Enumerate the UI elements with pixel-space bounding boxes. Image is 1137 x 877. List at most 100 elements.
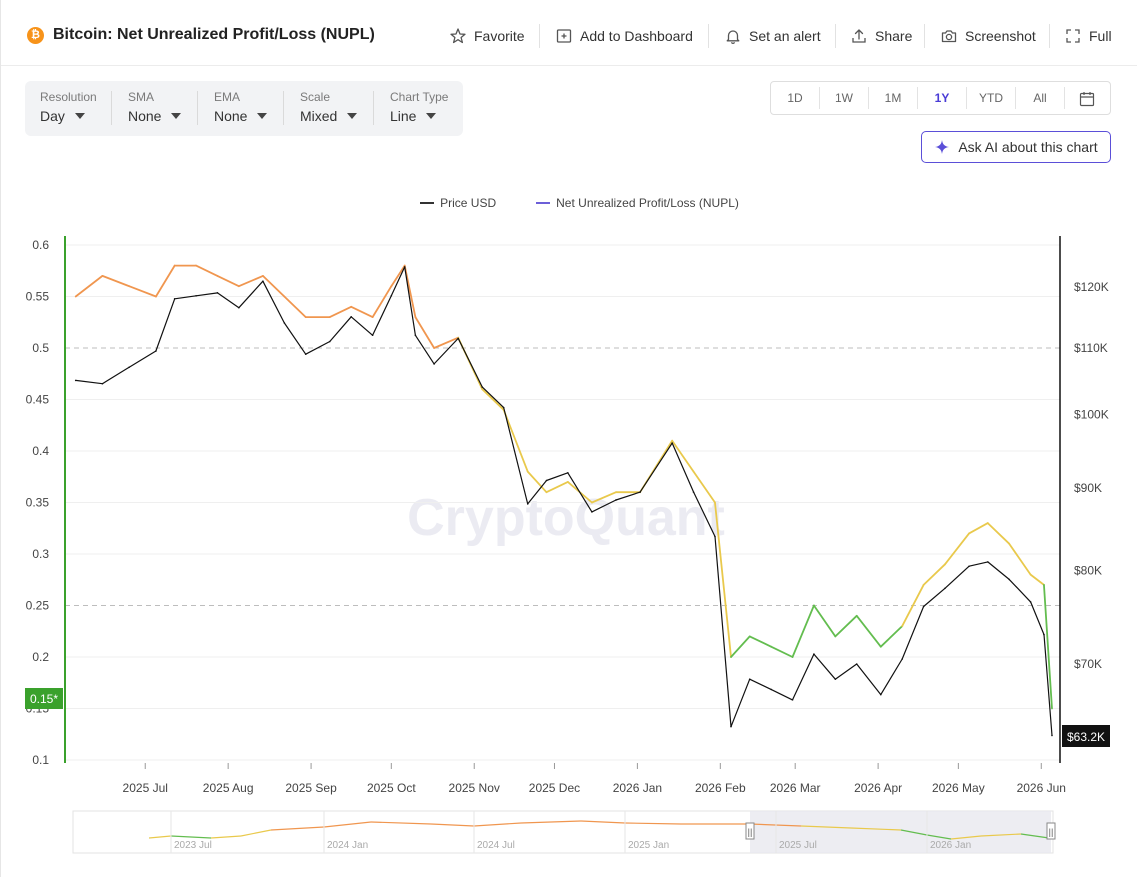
grid-lines	[65, 244, 1060, 761]
price-point	[328, 340, 331, 343]
add-to-dashboard-button[interactable]: Add to Dashboard	[555, 26, 693, 46]
range-navigator[interactable]: 2023 Jul 2024 Jan 2024 Jul 2025 Jan 2025 Jul…	[72, 810, 1056, 854]
navigator-segment	[210, 835, 242, 839]
y-tick-label: 0.6	[32, 238, 49, 252]
navigator-label: 2024 Jan	[327, 840, 368, 851]
nupl-segment	[101, 274, 131, 288]
calendar-button[interactable]	[1065, 82, 1109, 114]
range-divider	[1015, 87, 1016, 109]
navigator-label: 2023 Jul	[174, 840, 212, 851]
screenshot-button[interactable]: Screenshot	[940, 26, 1036, 46]
ask-ai-button[interactable]: Ask AI about this chart	[921, 131, 1111, 163]
nupl-segment	[155, 264, 176, 298]
price-point	[216, 292, 219, 294]
navigator-segment	[950, 835, 982, 840]
price-point	[74, 379, 77, 382]
price-point	[748, 678, 751, 680]
price-point	[692, 491, 695, 493]
x-tick-label: 2025 Sep	[285, 781, 337, 795]
x-tick-label: 2025 Nov	[449, 781, 500, 795]
navigator-label: 2026 Jan	[930, 840, 971, 851]
range-1m-button[interactable]: 1M	[884, 91, 902, 105]
series-lines	[74, 264, 1053, 737]
y-axis-left: 0.60.550.50.450.40.350.30.250.20.150.1	[26, 238, 50, 767]
price-point	[403, 266, 406, 268]
price-point	[813, 653, 815, 655]
price-point	[615, 499, 617, 501]
price-point	[457, 337, 459, 340]
control-divider	[197, 91, 198, 125]
caret-down-icon	[171, 113, 182, 119]
range-all-button[interactable]: All	[1033, 91, 1047, 105]
legend-item-nupl[interactable]: Net Unrealized Profit/Loss (NUPL)	[516, 196, 739, 210]
x-tick-label: 2025 Jul	[123, 781, 168, 795]
page-title: Bitcoin: Net Unrealized Profit/Loss (NUP…	[53, 26, 375, 43]
range-selector: 1D 1W 1M 1Y YTD All	[770, 81, 1111, 115]
price-point	[639, 491, 641, 493]
current-price-badge-bg	[1062, 725, 1110, 747]
x-tick-label: 2026 Mar	[770, 781, 821, 795]
nupl-segment	[433, 336, 460, 349]
nupl-segment	[1008, 542, 1032, 576]
navigator-labels: 2023 Jul 2024 Jan 2024 Jul 2025 Jan 2025 Jul…	[170, 811, 971, 853]
y-tick-label: 0.25	[26, 599, 50, 613]
favorite-label: Favorite	[474, 28, 525, 44]
legend-item-price[interactable]: Price USD	[400, 196, 496, 210]
nupl-segment	[128, 285, 157, 298]
screenshot-label: Screenshot	[965, 28, 1036, 44]
legend-swatch-price	[420, 202, 435, 204]
chart-legend: Price USD Net Unrealized Profit/Loss (NU…	[1, 196, 1137, 210]
navigator-segment	[473, 822, 522, 827]
nupl-segment	[901, 584, 925, 627]
y-tick-label: 0.2	[32, 650, 49, 664]
y-right-tick-label: $90K	[1074, 481, 1102, 495]
chart-type-select[interactable]: Chart Type Line	[390, 90, 448, 124]
range-1y-button[interactable]: 1Y	[934, 91, 950, 105]
header-divider	[1049, 24, 1050, 48]
fullscreen-button[interactable]: Full	[1064, 26, 1112, 46]
navigator-segment	[148, 835, 172, 839]
nupl-segment	[591, 491, 617, 504]
y-tick-label: 0.3	[32, 547, 49, 561]
set-alert-button[interactable]: Set an alert	[724, 26, 821, 46]
control-divider	[283, 91, 284, 125]
scale-select[interactable]: Scale Mixed	[300, 90, 358, 124]
caret-down-icon	[74, 113, 85, 119]
share-button[interactable]: Share	[850, 26, 912, 46]
y-right-tick-label: $120K	[1074, 280, 1109, 294]
x-tick-label: 2025 Dec	[529, 781, 580, 795]
resolution-select[interactable]: Resolution Day	[40, 90, 97, 124]
sma-select[interactable]: SMA None	[128, 90, 182, 124]
calendar-icon	[1079, 91, 1095, 106]
price-point	[545, 479, 548, 482]
price-point	[944, 587, 946, 590]
range-ytd-button[interactable]: YTD	[979, 91, 1003, 105]
x-tick-label: 2025 Oct	[367, 781, 416, 795]
nupl-segment	[944, 532, 970, 566]
navigator-handle-left[interactable]: ||	[745, 822, 755, 840]
star-icon	[450, 28, 466, 44]
sma-label: SMA	[128, 90, 155, 104]
control-divider	[373, 91, 374, 125]
range-1d-button[interactable]: 1D	[787, 91, 803, 105]
nupl-segment	[350, 305, 374, 319]
nupl-segment	[328, 305, 353, 319]
navigator-handle-right[interactable]: ||	[1046, 822, 1056, 840]
ema-select[interactable]: EMA None	[214, 90, 268, 124]
x-axis: 2025 Jul 2025 Aug 2025 Sep 2025 Oct 2025 Nov…	[123, 763, 1066, 795]
camera-icon	[941, 30, 957, 43]
price-point	[986, 561, 989, 563]
control-divider	[111, 91, 112, 125]
current-nupl-label: 0.15*	[30, 692, 58, 706]
range-1w-button[interactable]: 1W	[835, 91, 853, 105]
price-point	[371, 334, 374, 337]
nupl-segment	[237, 274, 264, 288]
navigator-selection[interactable]	[750, 811, 1051, 853]
navigator-segment	[900, 829, 928, 836]
price-point	[671, 442, 673, 444]
favorite-button[interactable]: Favorite	[449, 26, 525, 46]
navigator-segment	[240, 829, 272, 837]
navigator-segment	[980, 833, 1022, 837]
nupl-segment	[986, 522, 1011, 545]
